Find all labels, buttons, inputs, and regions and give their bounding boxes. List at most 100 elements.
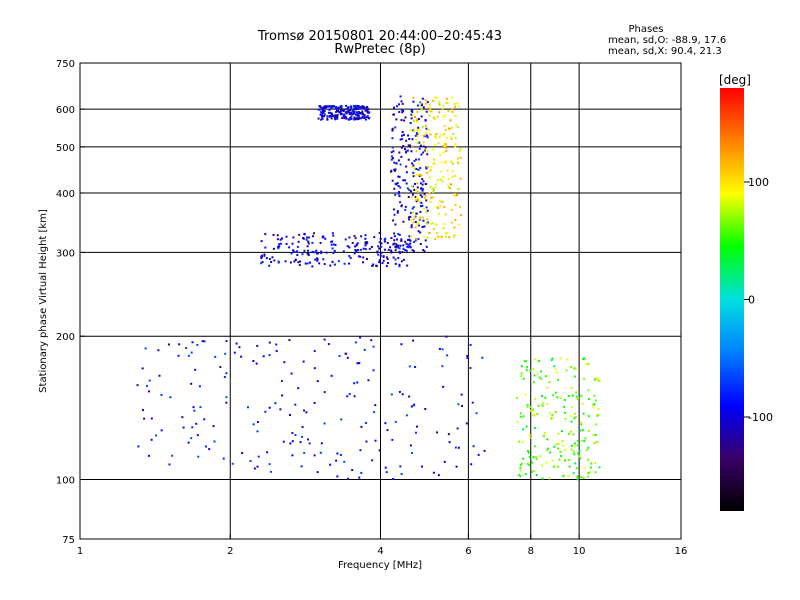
data-point <box>349 109 352 112</box>
data-point <box>567 475 570 478</box>
data-point <box>436 431 439 434</box>
data-point <box>348 255 351 258</box>
data-point <box>525 425 528 428</box>
data-point <box>342 109 345 112</box>
x-axis-label: Frequency [MHz] <box>338 560 422 571</box>
data-point <box>596 377 599 380</box>
data-point <box>196 434 199 437</box>
data-point <box>362 247 365 250</box>
data-point <box>301 435 304 438</box>
data-point <box>568 432 571 435</box>
data-point <box>395 118 398 121</box>
data-point <box>520 364 523 367</box>
data-point <box>415 200 418 203</box>
data-point <box>570 448 573 451</box>
data-point <box>346 356 349 359</box>
data-point <box>418 141 421 144</box>
data-point <box>394 126 397 129</box>
data-point <box>556 371 559 374</box>
data-point <box>339 106 342 109</box>
data-point <box>424 99 427 102</box>
data-point <box>348 113 351 116</box>
data-point <box>414 220 417 223</box>
data-point <box>270 261 273 264</box>
data-point <box>435 223 438 226</box>
data-point <box>346 395 349 398</box>
data-point <box>397 185 400 188</box>
data-point <box>411 138 414 141</box>
data-point <box>225 372 228 375</box>
data-point <box>396 182 399 185</box>
data-point <box>353 252 356 255</box>
data-point <box>340 105 343 108</box>
data-point <box>141 367 144 370</box>
data-point <box>415 237 418 240</box>
data-point <box>519 469 522 472</box>
data-point <box>421 183 424 186</box>
data-point <box>533 414 536 417</box>
data-point <box>444 213 447 216</box>
data-point <box>279 408 282 411</box>
data-point <box>561 440 564 443</box>
data-point <box>319 451 322 454</box>
data-point <box>429 185 432 188</box>
data-point <box>400 155 403 158</box>
data-point <box>419 102 422 105</box>
data-point <box>587 389 590 392</box>
data-point <box>412 120 415 123</box>
data-point <box>344 238 347 241</box>
data-point <box>435 96 438 99</box>
data-point <box>412 100 415 103</box>
data-point <box>392 113 395 116</box>
data-point <box>398 247 401 250</box>
data-point <box>337 107 340 110</box>
data-point <box>418 162 421 165</box>
data-point <box>301 425 304 428</box>
data-point <box>204 445 207 448</box>
data-point <box>404 249 407 252</box>
data-point <box>409 190 412 193</box>
data-point <box>444 162 447 165</box>
data-point <box>390 393 393 396</box>
data-point <box>394 223 397 226</box>
data-point <box>311 241 314 244</box>
data-point <box>419 101 422 104</box>
info-title: Phases <box>628 24 663 35</box>
data-point <box>564 448 567 451</box>
data-point <box>541 401 544 404</box>
data-point <box>408 245 411 248</box>
data-point <box>323 422 326 425</box>
data-point <box>361 107 364 110</box>
data-point <box>587 472 590 475</box>
data-point <box>417 132 420 135</box>
data-point <box>416 121 419 124</box>
data-point <box>393 232 396 235</box>
data-point <box>397 232 400 235</box>
data-point <box>341 109 344 112</box>
data-point <box>365 258 368 261</box>
data-point <box>365 241 368 244</box>
data-point <box>419 205 422 208</box>
data-point <box>341 116 344 119</box>
data-point <box>394 168 397 171</box>
data-point <box>444 235 447 238</box>
data-point <box>347 477 350 480</box>
data-point <box>581 402 584 405</box>
data-point <box>414 174 417 177</box>
data-point <box>424 119 427 122</box>
data-point <box>203 418 206 421</box>
data-point <box>413 182 416 185</box>
data-point <box>552 416 555 419</box>
data-point <box>450 137 453 140</box>
data-point <box>458 205 461 208</box>
data-point <box>406 264 409 267</box>
data-point <box>409 215 412 218</box>
data-point <box>400 204 403 207</box>
data-point <box>412 175 415 178</box>
data-point <box>597 413 600 416</box>
data-point <box>456 102 459 105</box>
data-point <box>350 117 353 120</box>
data-point <box>444 232 447 235</box>
data-point <box>424 408 427 411</box>
data-point <box>332 251 335 254</box>
